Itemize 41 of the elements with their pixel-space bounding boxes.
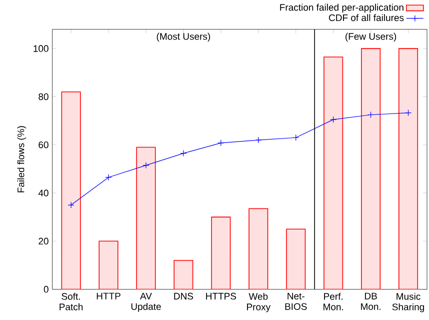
x-tick-label: DB Mon. bbox=[361, 292, 380, 310]
bar bbox=[136, 146, 156, 290]
y-tick-label: 60 bbox=[38, 141, 48, 148]
point bbox=[142, 162, 150, 169]
bar bbox=[398, 48, 418, 290]
x-tick-label: Music Sharing bbox=[392, 292, 424, 312]
annotation: (Few Users) bbox=[346, 32, 396, 42]
bar bbox=[98, 240, 118, 290]
bar bbox=[286, 228, 306, 290]
bar bbox=[61, 91, 81, 290]
x-tick-label: HTTP bbox=[96, 292, 120, 300]
point bbox=[68, 202, 74, 208]
point bbox=[368, 111, 374, 118]
y-tick-label: 80 bbox=[38, 93, 48, 100]
y-tick-label: 100 bbox=[34, 45, 48, 52]
y-axis-title: Failed flows (%) bbox=[17, 126, 26, 192]
bar bbox=[324, 56, 344, 290]
annotation: (Most Users) bbox=[156, 32, 210, 42]
x-tick-label: Perf. Mon. bbox=[324, 292, 344, 310]
x-tick-label: Soft. Patch bbox=[60, 292, 83, 310]
point bbox=[180, 150, 187, 157]
x-tick-label: Net-BIOS bbox=[285, 292, 307, 310]
bar bbox=[211, 216, 231, 290]
point bbox=[218, 140, 224, 146]
bar bbox=[361, 48, 381, 290]
point bbox=[404, 110, 412, 116]
x-tick-label: DNS bbox=[174, 292, 194, 300]
y-tick-label: 20 bbox=[38, 238, 48, 245]
x-tick-label: Web Proxy bbox=[247, 292, 271, 312]
bar bbox=[174, 260, 194, 290]
point bbox=[292, 134, 300, 141]
y-tick-label: 0 bbox=[44, 286, 48, 293]
legend-label: Fraction failed per-application bbox=[280, 4, 404, 13]
bar bbox=[248, 208, 268, 290]
x-tick-label: AV Update bbox=[131, 292, 161, 312]
point bbox=[255, 136, 262, 144]
point bbox=[330, 116, 337, 123]
x-tick-label: HTTPS bbox=[206, 292, 236, 300]
point bbox=[105, 174, 112, 181]
y-tick-label: 40 bbox=[38, 190, 48, 196]
legend-label: CDF of all failures bbox=[329, 14, 404, 22]
